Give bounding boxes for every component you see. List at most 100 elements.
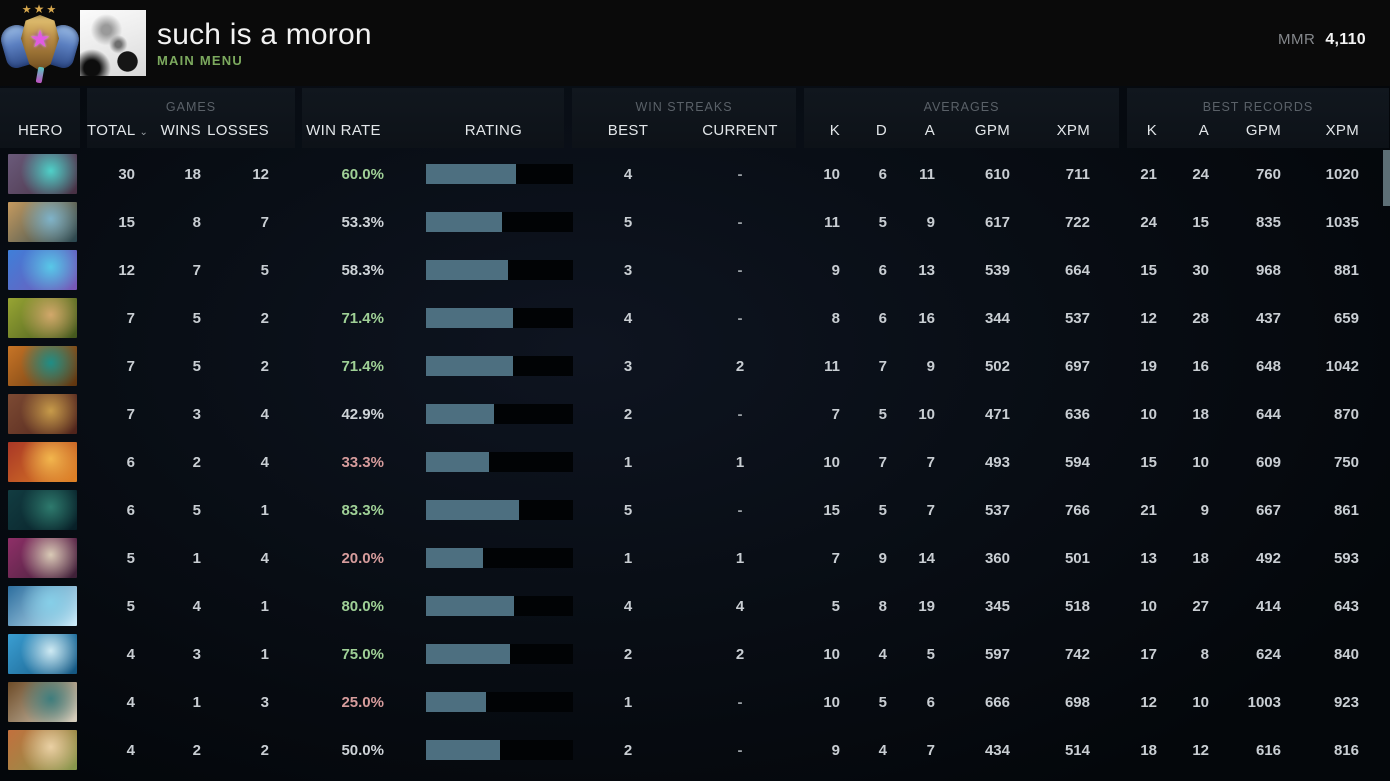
avg-xpm-value: 697	[1064, 357, 1090, 375]
wins-value: 2	[192, 453, 201, 471]
hero-row-hero-8[interactable]: 6 5 1 83.3% 5 - 15 5 7 537 766 21 9 667 …	[0, 486, 1390, 534]
streak-current-value: -	[737, 405, 743, 423]
col-streak-current[interactable]: CURRENT	[702, 122, 778, 139]
avg-gpm-value: 345	[984, 597, 1010, 615]
wins-value: 7	[192, 261, 201, 279]
hero-portrait	[8, 634, 77, 674]
col-total-sort[interactable]: TOTAL ⌄	[87, 122, 149, 139]
streak-current-value: -	[737, 693, 743, 711]
col-wins[interactable]: WINS	[160, 122, 201, 139]
col-avg-a[interactable]: A	[924, 122, 935, 139]
win-rate-value: 71.4%	[341, 309, 384, 327]
avg-xpm-value: 711	[1065, 165, 1090, 183]
avg-k-value: 10	[823, 693, 840, 711]
hero-row-hero-2[interactable]: 15 8 7 53.3% 5 - 11 5 9 617 722 24 15 83…	[0, 198, 1390, 246]
hero-row-hero-13[interactable]: 4 2 2 50.0% 2 - 9 4 7 434 514 18 12 616 …	[0, 726, 1390, 774]
avg-a-value: 6	[926, 693, 935, 711]
group-label-games: GAMES	[165, 100, 217, 114]
rec-a-value: 15	[1192, 213, 1209, 231]
hero-row-hero-3[interactable]: 12 7 5 58.3% 3 - 9 6 13 539 664 15 30 96…	[0, 246, 1390, 294]
col-rec-gpm[interactable]: GPM	[1245, 122, 1281, 139]
hero-row-hero-6[interactable]: 7 3 4 42.9% 2 - 7 5 10 471 636 10 18 644…	[0, 390, 1390, 438]
avg-xpm-value: 664	[1064, 261, 1090, 279]
streak-current-value: -	[737, 165, 743, 183]
rec-gpm-value: 835	[1255, 213, 1281, 231]
col-avg-xpm[interactable]: XPM	[1056, 122, 1090, 139]
avg-gpm-value: 502	[984, 357, 1010, 375]
rec-a-value: 27	[1192, 597, 1209, 615]
win-rate-value: 83.3%	[341, 501, 384, 519]
avg-xpm-value: 698	[1064, 693, 1090, 711]
hero-portrait	[8, 682, 77, 722]
rec-gpm-value: 644	[1255, 405, 1281, 423]
col-rating[interactable]: RATING	[464, 122, 523, 139]
rec-a-value: 18	[1192, 549, 1209, 567]
rec-xpm-value: 593	[1333, 549, 1359, 567]
streak-best-value: 1	[623, 693, 633, 711]
losses-value: 2	[260, 741, 269, 759]
wins-value: 5	[192, 309, 201, 327]
rec-a-value: 18	[1192, 405, 1209, 423]
losses-value: 4	[260, 453, 269, 471]
hero-row-hero-4[interactable]: 7 5 2 71.4% 4 - 8 6 16 344 537 12 28 437…	[0, 294, 1390, 342]
col-rec-k[interactable]: K	[1146, 122, 1157, 139]
streak-current-value: -	[737, 213, 743, 231]
hero-row-hero-10[interactable]: 5 4 1 80.0% 4 4 5 8 19 345 518 10 27 414…	[0, 582, 1390, 630]
avg-a-value: 7	[926, 741, 935, 759]
rec-xpm-value: 881	[1333, 261, 1359, 279]
col-rec-xpm[interactable]: XPM	[1325, 122, 1359, 139]
col-streak-best[interactable]: BEST	[607, 122, 649, 139]
top-bar: ★★★ ★ such is a moron MAIN MENU MMR 4,11…	[0, 0, 1390, 86]
avg-d-value: 6	[878, 261, 887, 279]
total-value: 7	[126, 405, 135, 423]
hero-row-hero-12[interactable]: 4 1 3 25.0% 1 - 10 5 6 666 698 12 10 100…	[0, 678, 1390, 726]
hero-row-hero-7[interactable]: 6 2 4 33.3% 1 1 10 7 7 493 594 15 10 609…	[0, 438, 1390, 486]
rec-gpm-value: 1003	[1247, 693, 1281, 711]
col-win-rate[interactable]: WIN RATE	[306, 122, 381, 139]
wins-value: 5	[192, 501, 201, 519]
hero-row-hero-9[interactable]: 5 1 4 20.0% 1 1 7 9 14 360 501 13 18 492…	[0, 534, 1390, 582]
avg-k-value: 7	[831, 405, 840, 423]
rec-xpm-value: 923	[1333, 693, 1359, 711]
rec-k-value: 17	[1140, 645, 1157, 663]
col-losses[interactable]: LOSSES	[207, 122, 269, 139]
rec-k-value: 18	[1140, 741, 1157, 759]
avg-d-value: 5	[878, 405, 887, 423]
hero-row-hero-5[interactable]: 7 5 2 71.4% 3 2 11 7 9 502 697 19 16 648…	[0, 342, 1390, 390]
group-label-averages: AVERAGES	[923, 100, 1000, 114]
avg-k-value: 10	[823, 165, 840, 183]
losses-value: 5	[260, 261, 269, 279]
col-avg-gpm[interactable]: GPM	[974, 122, 1010, 139]
streak-best-value: 1	[623, 453, 633, 471]
avg-a-value: 9	[926, 213, 935, 231]
hero-row-hero-11[interactable]: 4 3 1 75.0% 2 2 10 4 5 597 742 17 8 624 …	[0, 630, 1390, 678]
rec-a-value: 10	[1192, 693, 1209, 711]
avg-d-value: 6	[878, 165, 887, 183]
avg-d-value: 5	[878, 501, 887, 519]
avg-d-value: 4	[878, 645, 887, 663]
avg-a-value: 10	[918, 405, 935, 423]
col-avg-d[interactable]: D	[875, 122, 887, 139]
win-rate-value: 58.3%	[341, 261, 384, 279]
rec-k-value: 10	[1140, 597, 1157, 615]
player-avatar[interactable]	[80, 10, 146, 76]
col-avg-k[interactable]: K	[829, 122, 840, 139]
hero-row-hero-1[interactable]: 30 18 12 60.0% 4 - 10 6 11 610 711 21 24…	[0, 150, 1390, 198]
rec-k-value: 15	[1140, 261, 1157, 279]
streak-best-value: 2	[623, 405, 633, 423]
header-group-best-records: BEST RECORDS K A GPM XPM	[1127, 88, 1389, 148]
rec-xpm-value: 840	[1333, 645, 1359, 663]
scrollbar-thumb[interactable]	[1383, 150, 1390, 206]
rec-k-value: 21	[1140, 165, 1157, 183]
rec-k-value: 24	[1140, 213, 1157, 231]
win-rate-value: 60.0%	[341, 165, 384, 183]
avg-d-value: 9	[878, 549, 887, 567]
avg-d-value: 7	[878, 453, 887, 471]
avg-a-value: 11	[919, 165, 935, 183]
header-group-win-streaks: WIN STREAKS BEST CURRENT	[572, 88, 796, 148]
rec-gpm-value: 437	[1255, 309, 1281, 327]
avg-xpm-value: 766	[1064, 501, 1090, 519]
total-value: 5	[126, 597, 135, 615]
main-menu-link[interactable]: MAIN MENU	[157, 52, 243, 68]
col-rec-a[interactable]: A	[1198, 122, 1209, 139]
